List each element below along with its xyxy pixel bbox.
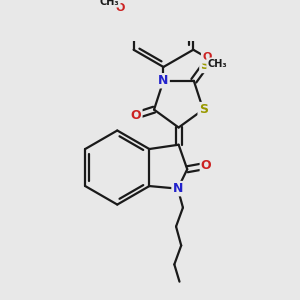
Text: O: O — [131, 109, 141, 122]
Text: CH₃: CH₃ — [207, 58, 227, 68]
Text: S: S — [199, 103, 208, 116]
Text: O: O — [202, 52, 211, 62]
Text: O: O — [201, 159, 211, 172]
Text: O: O — [116, 2, 125, 13]
Text: CH₃: CH₃ — [100, 0, 120, 7]
Text: N: N — [172, 182, 183, 195]
Text: S: S — [200, 59, 209, 72]
Text: N: N — [158, 74, 169, 87]
